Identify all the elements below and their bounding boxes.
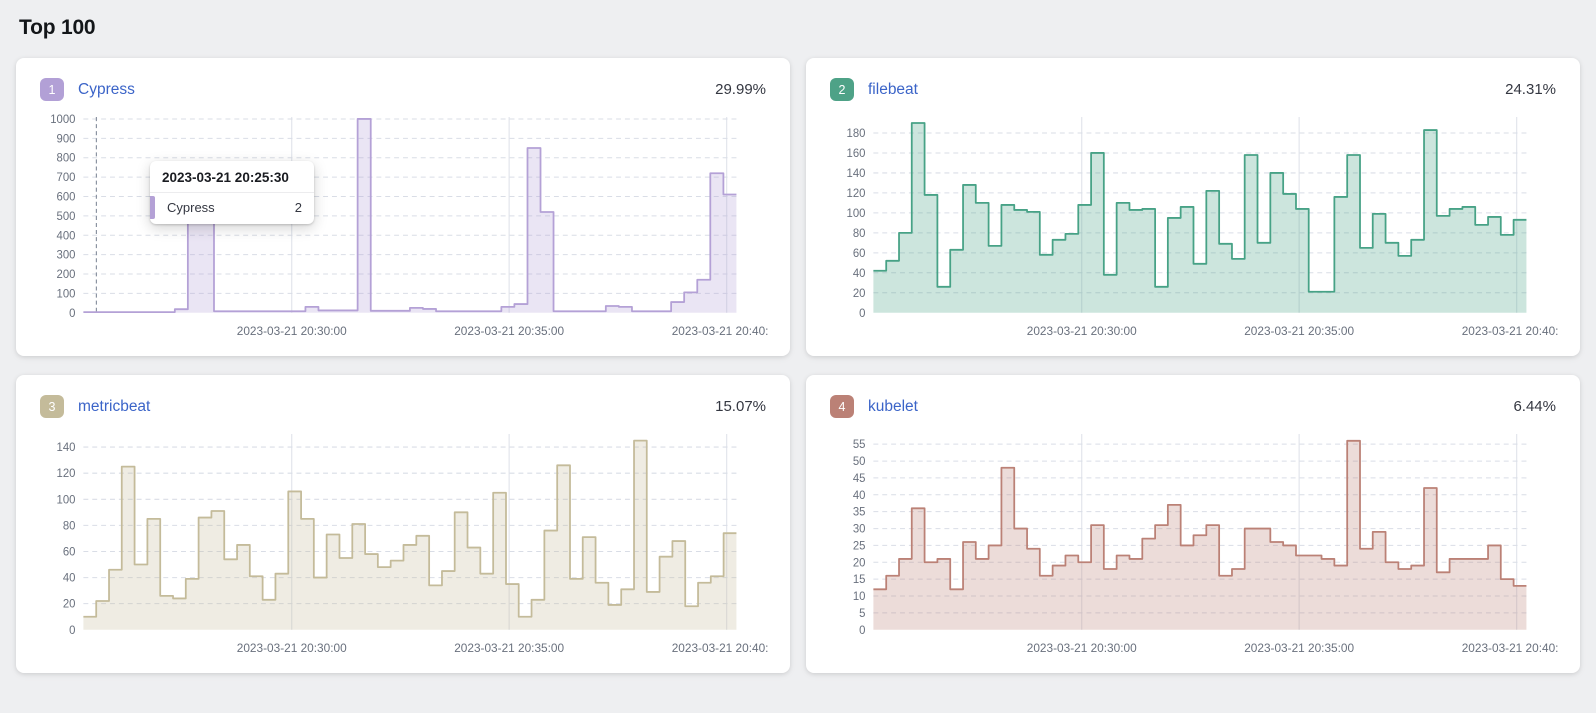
rank-badge: 1 — [40, 78, 64, 101]
svg-text:35: 35 — [853, 507, 866, 519]
percent-value: 6.44% — [1513, 398, 1556, 415]
card-header: 1 Cypress 29.99% — [38, 78, 768, 101]
svg-text:2023-03-21 20:35:00: 2023-03-21 20:35:00 — [1244, 641, 1354, 655]
chart-card-metricbeat: 3 metricbeat 15.07% 0 20 40 60 80 100 120 140 20… — [16, 375, 790, 673]
svg-text:500: 500 — [57, 211, 76, 223]
chart-area[interactable]: 0 100 200 300 400 500 600 700 800 900 1000 2023-03-… — [38, 111, 768, 343]
svg-text:300: 300 — [57, 250, 76, 262]
series-title-link[interactable]: Cypress — [78, 80, 135, 98]
svg-text:400: 400 — [57, 230, 76, 242]
card-header: 4 kubelet 6.44% — [828, 395, 1558, 418]
series-title-link[interactable]: metricbeat — [78, 397, 151, 415]
svg-text:25: 25 — [853, 540, 866, 552]
svg-text:700: 700 — [57, 172, 76, 184]
cards-grid: 1 Cypress 29.99% 0 100 200 300 400 500 600 700 8… — [16, 58, 1580, 673]
chart-card-kubelet: 4 kubelet 6.44% 0 5 10 15 20 25 30 35 40 45 50 55 20… — [806, 375, 1580, 673]
series-title-link[interactable]: kubelet — [868, 397, 918, 415]
chart-card-filebeat: 2 filebeat 24.31% 0 20 40 60 80 100 120 140 160 1… — [806, 58, 1580, 356]
rank-badge: 3 — [40, 395, 64, 418]
chart-area[interactable]: 0 5 10 15 20 25 30 35 40 45 50 55 2023-03-21 20:30:0… — [828, 428, 1558, 660]
tooltip-series-row: Cypress 2 — [150, 193, 314, 224]
svg-text:40: 40 — [63, 573, 76, 585]
rank-badge: 2 — [830, 78, 854, 101]
svg-text:2023-03-21 20:30:00: 2023-03-21 20:30:00 — [1027, 324, 1137, 338]
svg-text:1000: 1000 — [50, 114, 75, 126]
percent-value: 29.99% — [715, 81, 766, 98]
svg-text:10: 10 — [853, 591, 866, 603]
chart-area[interactable]: 0 20 40 60 80 100 120 140 160 180 2023-03-21 20:30… — [828, 111, 1558, 343]
svg-text:140: 140 — [847, 168, 866, 180]
svg-text:100: 100 — [57, 494, 76, 506]
svg-text:2023-03-21 20:35:00: 2023-03-21 20:35:00 — [1244, 324, 1354, 338]
card-header: 2 filebeat 24.31% — [828, 78, 1558, 101]
svg-text:5: 5 — [859, 608, 865, 620]
svg-text:2023-03-21 20:35:00: 2023-03-21 20:35:00 — [454, 324, 564, 338]
svg-text:40: 40 — [853, 490, 866, 502]
dashboard-page: Top 100 1 Cypress 29.99% 0 100 200 300 400 50… — [16, 16, 1580, 673]
svg-text:20: 20 — [853, 288, 866, 300]
series-title-link[interactable]: filebeat — [868, 80, 918, 98]
svg-text:30: 30 — [853, 524, 866, 536]
svg-text:45: 45 — [853, 473, 866, 485]
svg-text:100: 100 — [847, 208, 866, 220]
svg-text:40: 40 — [853, 268, 866, 280]
svg-text:160: 160 — [847, 148, 866, 160]
area-chart-filebeat[interactable]: 0 20 40 60 80 100 120 140 160 180 2023-03-21 20:30… — [828, 111, 1558, 343]
area-chart-cypress[interactable]: 0 100 200 300 400 500 600 700 800 900 1000 2023-03-… — [38, 111, 768, 343]
svg-text:55: 55 — [853, 439, 866, 451]
chart-tooltip: 2023-03-21 20:25:30 Cypress 2 — [150, 161, 314, 224]
svg-text:0: 0 — [859, 308, 865, 320]
svg-text:2023-03-21 20:30:00: 2023-03-21 20:30:00 — [1027, 641, 1137, 655]
svg-text:2023-03-21 20:40:00: 2023-03-21 20:40:00 — [1462, 324, 1558, 338]
svg-text:900: 900 — [57, 133, 76, 145]
svg-text:2023-03-21 20:30:00: 2023-03-21 20:30:00 — [237, 324, 347, 338]
svg-text:2023-03-21 20:40:00: 2023-03-21 20:40:00 — [672, 324, 768, 338]
svg-text:60: 60 — [853, 248, 866, 260]
svg-text:0: 0 — [69, 625, 75, 637]
percent-value: 24.31% — [1505, 81, 1556, 98]
svg-text:100: 100 — [57, 288, 76, 300]
svg-text:2023-03-21 20:30:00: 2023-03-21 20:30:00 — [237, 641, 347, 655]
chart-area[interactable]: 0 20 40 60 80 100 120 140 2023-03-21 20:30:00 202… — [38, 428, 768, 660]
tooltip-series-value: 2 — [294, 200, 302, 215]
svg-text:0: 0 — [859, 625, 865, 637]
svg-text:2023-03-21 20:40:00: 2023-03-21 20:40:00 — [1462, 641, 1558, 655]
page-title: Top 100 — [19, 16, 96, 39]
svg-text:200: 200 — [57, 269, 76, 281]
svg-text:80: 80 — [63, 520, 76, 532]
svg-text:120: 120 — [57, 468, 76, 480]
svg-text:120: 120 — [847, 188, 866, 200]
svg-text:2023-03-21 20:40:00: 2023-03-21 20:40:00 — [672, 641, 768, 655]
svg-text:80: 80 — [853, 228, 866, 240]
card-header: 3 metricbeat 15.07% — [38, 395, 768, 418]
svg-text:2023-03-21 20:35:00: 2023-03-21 20:35:00 — [454, 641, 564, 655]
svg-text:15: 15 — [853, 574, 866, 586]
svg-text:60: 60 — [63, 546, 76, 558]
rank-badge: 4 — [830, 395, 854, 418]
svg-text:20: 20 — [853, 557, 866, 569]
svg-text:180: 180 — [847, 128, 866, 140]
svg-text:600: 600 — [57, 191, 76, 203]
percent-value: 15.07% — [715, 398, 766, 415]
area-chart-kubelet[interactable]: 0 5 10 15 20 25 30 35 40 45 50 55 2023-03-21 20:30:0… — [828, 428, 1558, 660]
series-color-marker — [150, 196, 155, 219]
tooltip-timestamp: 2023-03-21 20:25:30 — [150, 161, 314, 193]
svg-text:140: 140 — [57, 442, 76, 454]
svg-text:20: 20 — [63, 599, 76, 611]
chart-card-cypress: 1 Cypress 29.99% 0 100 200 300 400 500 600 700 8… — [16, 58, 790, 356]
tooltip-series-label: Cypress — [167, 200, 215, 215]
area-chart-metricbeat[interactable]: 0 20 40 60 80 100 120 140 2023-03-21 20:30:00 202… — [38, 428, 768, 660]
svg-text:50: 50 — [853, 456, 866, 468]
svg-text:0: 0 — [69, 308, 75, 320]
svg-text:800: 800 — [57, 153, 76, 165]
